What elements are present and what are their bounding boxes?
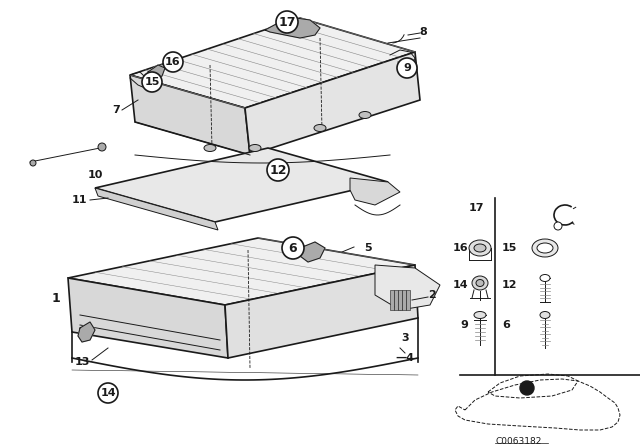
Text: 17: 17 [468, 203, 484, 213]
Text: 8: 8 [419, 27, 427, 37]
Text: 11: 11 [72, 195, 87, 205]
Ellipse shape [359, 112, 371, 119]
Polygon shape [95, 148, 388, 222]
Text: 12: 12 [502, 280, 518, 290]
Circle shape [267, 159, 289, 181]
Polygon shape [265, 18, 320, 38]
Text: 15: 15 [144, 77, 160, 87]
Ellipse shape [249, 145, 261, 151]
Text: 14: 14 [452, 280, 468, 290]
Circle shape [142, 72, 162, 92]
Polygon shape [68, 238, 415, 305]
Circle shape [520, 381, 534, 395]
Text: 5: 5 [364, 243, 372, 253]
Polygon shape [300, 242, 325, 262]
Polygon shape [406, 290, 410, 310]
Text: C0063182: C0063182 [495, 436, 541, 445]
Polygon shape [398, 290, 402, 310]
Circle shape [98, 383, 118, 403]
Circle shape [282, 237, 304, 259]
Text: 15: 15 [502, 243, 517, 253]
Ellipse shape [532, 239, 558, 257]
Polygon shape [148, 65, 165, 79]
Polygon shape [390, 290, 394, 310]
Circle shape [397, 58, 417, 78]
Circle shape [163, 52, 183, 72]
Text: 12: 12 [269, 164, 287, 177]
Ellipse shape [540, 311, 550, 319]
Text: 14: 14 [100, 388, 116, 398]
Circle shape [554, 222, 562, 230]
Polygon shape [375, 265, 440, 310]
Ellipse shape [474, 244, 486, 252]
Text: 16: 16 [452, 243, 468, 253]
Ellipse shape [472, 276, 488, 290]
Polygon shape [402, 290, 406, 310]
Polygon shape [95, 188, 218, 230]
Polygon shape [350, 178, 400, 205]
Ellipse shape [204, 145, 216, 151]
Text: 9: 9 [460, 320, 468, 330]
Text: —4: —4 [396, 353, 415, 363]
Text: 3: 3 [401, 333, 409, 343]
Circle shape [30, 160, 36, 166]
Text: 10: 10 [87, 170, 102, 180]
Polygon shape [394, 290, 398, 310]
Ellipse shape [537, 243, 553, 253]
Ellipse shape [469, 240, 491, 256]
Text: 1: 1 [52, 292, 60, 305]
Polygon shape [245, 52, 420, 155]
Polygon shape [78, 322, 95, 342]
Text: 2: 2 [428, 290, 436, 300]
Text: 13: 13 [74, 357, 90, 367]
Text: 9: 9 [403, 63, 411, 73]
Ellipse shape [540, 275, 550, 281]
Ellipse shape [474, 311, 486, 319]
Text: 17: 17 [278, 16, 296, 29]
Polygon shape [225, 265, 418, 358]
Text: 6: 6 [502, 320, 510, 330]
Text: 6: 6 [289, 241, 298, 254]
Ellipse shape [476, 280, 484, 287]
Circle shape [98, 143, 106, 151]
Polygon shape [130, 75, 250, 155]
Ellipse shape [314, 125, 326, 132]
Text: 7: 7 [112, 105, 120, 115]
Polygon shape [68, 278, 228, 358]
Circle shape [276, 11, 298, 33]
Text: 16: 16 [165, 57, 181, 67]
Polygon shape [130, 18, 415, 108]
